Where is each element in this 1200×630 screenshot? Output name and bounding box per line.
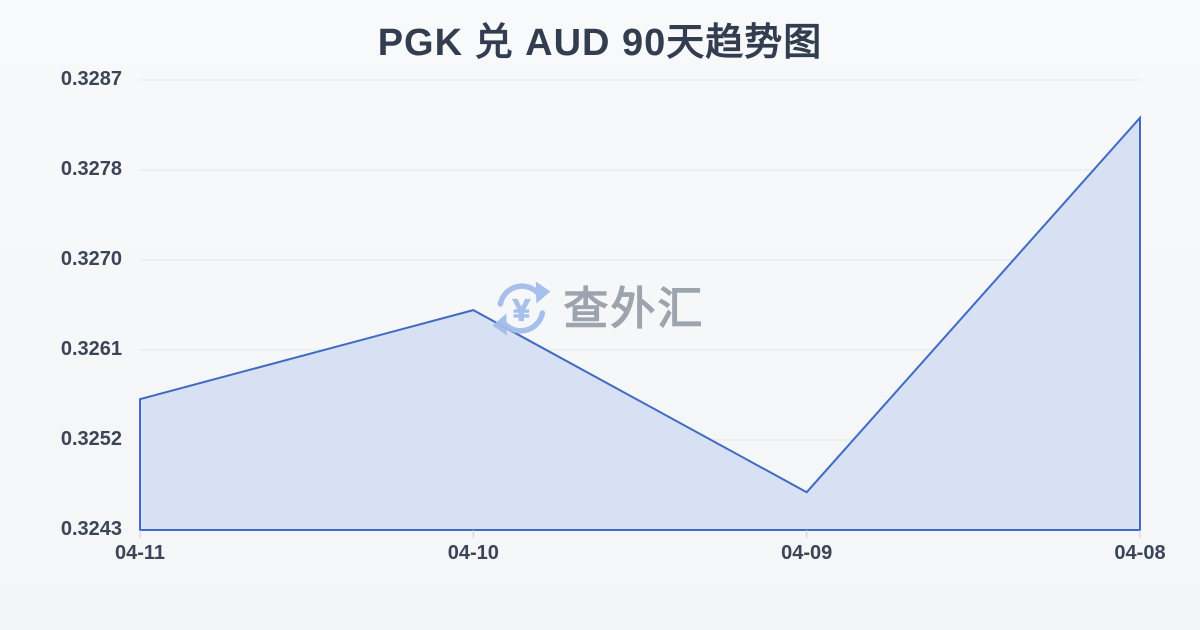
refresh-arrowhead-top: [535, 281, 551, 304]
currency-exchange-refresh-icon: ¥: [492, 281, 551, 336]
refresh-arc-bottom: [501, 310, 546, 334]
refresh-arc-top: [497, 283, 542, 307]
refresh-arrowhead-bottom: [492, 313, 507, 336]
yuan-symbol: ¥: [513, 293, 531, 328]
gridlines: [140, 79, 1140, 441]
watermark-text: 查外汇: [563, 282, 705, 334]
x-axis-ticks: [139, 530, 1141, 538]
watermark: ¥ 查外汇: [491, 278, 704, 338]
chart-title: PGK 兑 AUD 90天趋势图: [377, 22, 823, 64]
